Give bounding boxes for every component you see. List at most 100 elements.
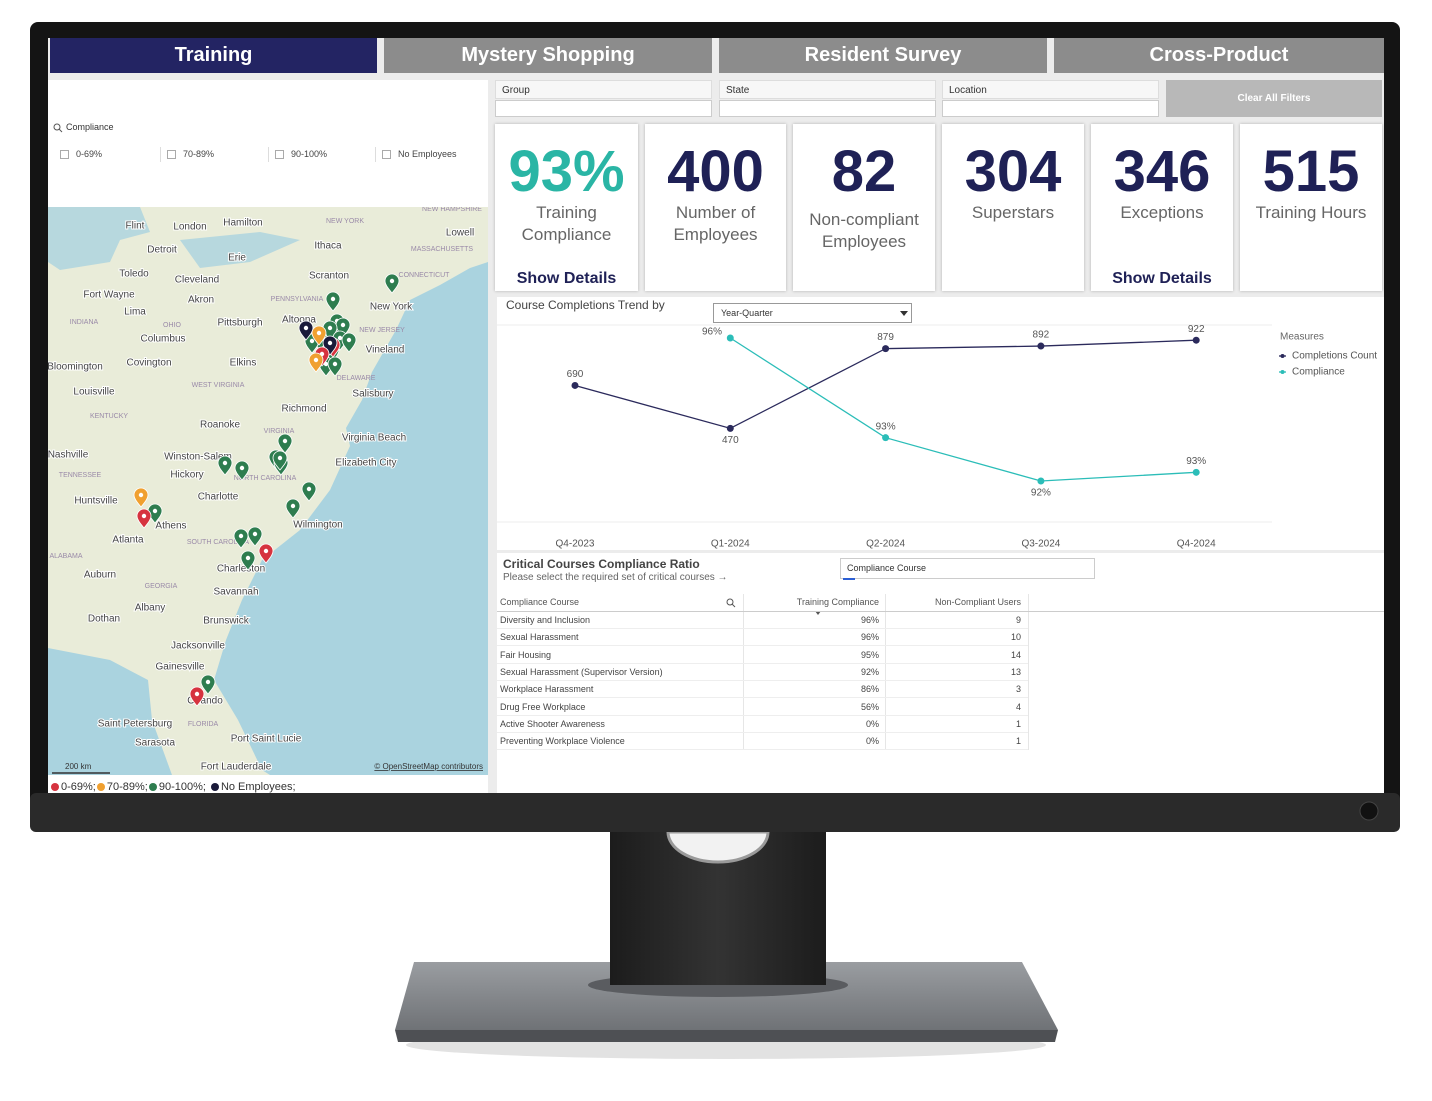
map-pin-dot: [340, 322, 346, 328]
column-border: [743, 594, 744, 750]
data-label: 922: [1188, 324, 1205, 335]
tab[interactable]: Cross-Product: [1054, 38, 1384, 73]
kpi-value: 515: [1262, 139, 1360, 204]
place-label: Columbus: [140, 334, 185, 345]
separator: [268, 147, 269, 162]
lake-erie: [180, 232, 300, 268]
map-pin: [285, 498, 301, 519]
place-label: Richmond: [281, 404, 326, 415]
place-label: Lima: [124, 307, 146, 318]
data-point: [571, 381, 579, 389]
x-tick-label: Q4-2024: [1177, 539, 1216, 550]
data-point: [726, 334, 734, 342]
legend-text: No Employees;: [220, 781, 296, 793]
data-point: [882, 345, 890, 353]
map-pin-dot: [263, 548, 269, 554]
gulf: [48, 648, 172, 775]
place-label: Charleston: [217, 564, 265, 575]
x-tick-label: Q2-2024: [866, 539, 905, 550]
legend-dot: [51, 783, 59, 791]
map-pin-dot: [239, 465, 245, 471]
clear-filters[interactable]: Clear All Filters: [1166, 80, 1382, 117]
map-pin: [240, 550, 256, 571]
power-button[interactable]: [1359, 801, 1379, 821]
row-line: [497, 628, 1028, 629]
legend-label: Completions Count: [1292, 351, 1377, 362]
table-cell: 4: [1015, 701, 1021, 712]
map-pin: [233, 528, 249, 549]
tab[interactable]: Resident Survey: [719, 38, 1047, 73]
legend-swatch: [1280, 354, 1285, 358]
place-label: Erie: [228, 253, 246, 264]
map-pin: [341, 332, 357, 353]
tab[interactable]: Training: [50, 38, 377, 73]
map-pin: [258, 543, 274, 564]
table-cell: Fair Housing: [500, 649, 552, 660]
row-line: [497, 645, 1028, 647]
place-label: Pittsburgh: [217, 318, 262, 329]
kpi-link[interactable]: Show Details: [516, 270, 617, 287]
table-cell: Preventing Workplace Violence: [500, 736, 625, 747]
map-pin: [308, 352, 324, 373]
legend-dot: [96, 783, 105, 791]
row-line: [497, 749, 1028, 751]
legend-dot: [210, 783, 219, 791]
map-pin-dot: [330, 296, 336, 302]
state-label: NEW HAMPSHIRE: [422, 206, 482, 213]
map-pin: [200, 674, 216, 695]
place-label: Nashville: [48, 450, 89, 461]
place-label: Bloomington: [47, 362, 103, 373]
table-cell: 3: [1015, 684, 1021, 695]
map-pin: [136, 508, 152, 529]
table-cell: Sexual Harassment (Supervisor Version): [500, 666, 663, 677]
table-search-icon[interactable]: [726, 598, 736, 608]
map-pin-dot: [389, 278, 395, 284]
x-tick-label: Q3-2024: [1021, 539, 1060, 550]
state-label: PENNSYLVANIA: [271, 296, 324, 303]
table-cell: Drug Free Workplace: [500, 701, 586, 712]
tab[interactable]: Mystery Shopping: [384, 38, 712, 73]
kpi-label: Non-compliant Employees: [809, 210, 919, 251]
state-label: WEST VIRGINIA: [192, 382, 245, 389]
checkbox[interactable]: [275, 150, 284, 159]
data-point: [1192, 336, 1200, 344]
map-pin-dot: [337, 335, 343, 341]
data-point: [1192, 468, 1200, 476]
checkbox[interactable]: [167, 150, 176, 159]
place-label: Wilmington: [293, 520, 342, 531]
stand-base-edge: [395, 1030, 1058, 1042]
table-cell: 13: [1010, 666, 1021, 677]
state-label: FLORIDA: [188, 721, 219, 728]
kpi-value: 346: [1113, 139, 1211, 204]
legend-text: 90-100%;: [158, 781, 206, 793]
column-header: Non-Compliant Users: [934, 597, 1021, 607]
checkbox[interactable]: [60, 150, 69, 159]
data-point: [882, 434, 890, 442]
kpi-card: 515 Training Hours: [1240, 124, 1382, 291]
filter-input[interactable]: [719, 100, 936, 117]
table-panel: [497, 553, 1384, 793]
filter-input[interactable]: [495, 100, 712, 117]
checkbox-label: 70-89%: [183, 149, 215, 159]
chin: [30, 793, 1400, 832]
place-label: Sarasota: [135, 738, 175, 749]
sort-arrow[interactable]: [815, 611, 821, 615]
state-label: NEW YORK: [326, 218, 364, 225]
search-icon: [53, 123, 63, 133]
chart-selector[interactable]: Year-Quarter: [713, 303, 912, 323]
place-label: Cleveland: [175, 275, 219, 286]
x-tick-label: Q4-2023: [556, 539, 595, 550]
map-pin: [272, 450, 288, 471]
place-label: Louisville: [73, 387, 115, 398]
filter-input[interactable]: [942, 100, 1159, 117]
kpi-label: Superstars: [971, 203, 1055, 222]
selector-underline: [843, 578, 855, 580]
checkbox[interactable]: [382, 150, 391, 159]
place-label: New York: [370, 302, 413, 313]
table-selector[interactable]: Compliance Course: [840, 558, 1095, 579]
data-label: 892: [1033, 330, 1050, 341]
kpi-link[interactable]: Show Details: [1112, 270, 1212, 287]
kpi-card: 346 Exceptions Show Details: [1091, 124, 1233, 291]
checkbox-label: 0-69%: [76, 149, 103, 159]
